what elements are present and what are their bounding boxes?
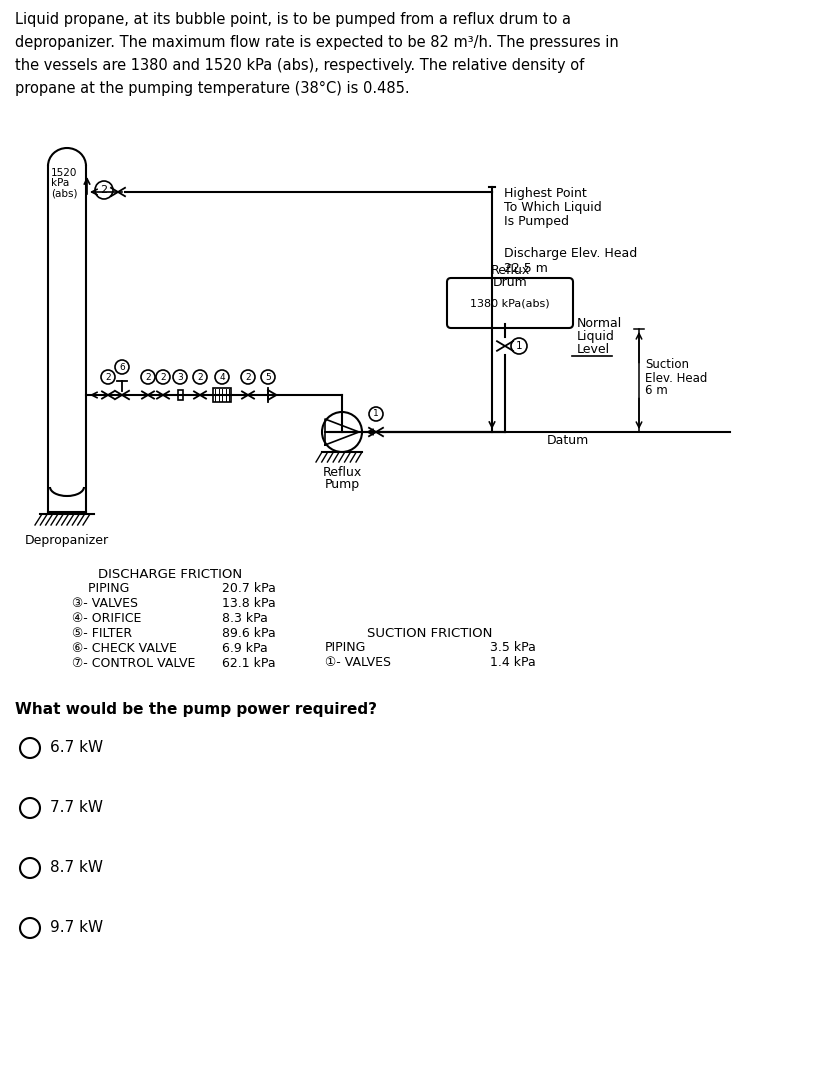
- Text: 9.7 kW: 9.7 kW: [50, 920, 103, 935]
- Text: PIPING: PIPING: [72, 582, 130, 595]
- Text: 1.4 kPa: 1.4 kPa: [490, 656, 536, 669]
- Text: Reflux: Reflux: [490, 264, 530, 277]
- Text: the vessels are 1380 and 1520 kPa (abs), respectively. The relative density of: the vessels are 1380 and 1520 kPa (abs),…: [15, 58, 584, 73]
- Text: 1: 1: [373, 410, 379, 418]
- Text: 2: 2: [105, 372, 111, 382]
- Text: Suction: Suction: [645, 358, 689, 371]
- Text: 1: 1: [516, 341, 522, 351]
- Text: propane at the pumping temperature (38°C) is 0.485.: propane at the pumping temperature (38°C…: [15, 81, 410, 96]
- Text: ①- VALVES: ①- VALVES: [325, 656, 391, 669]
- Text: ⑦- CONTROL VALVE: ⑦- CONTROL VALVE: [72, 657, 195, 670]
- Text: Reflux: Reflux: [322, 467, 361, 479]
- Text: Liquid: Liquid: [577, 330, 615, 343]
- Text: Level: Level: [577, 343, 610, 356]
- Text: 8.3 kPa: 8.3 kPa: [222, 612, 268, 625]
- Text: 2: 2: [100, 185, 108, 195]
- Text: ⑤- FILTER: ⑤- FILTER: [72, 627, 132, 640]
- Text: What would be the pump power required?: What would be the pump power required?: [15, 702, 377, 717]
- Text: Is Pumped: Is Pumped: [504, 215, 569, 228]
- Text: Normal: Normal: [577, 317, 623, 330]
- Text: 6.9 kPa: 6.9 kPa: [222, 642, 268, 655]
- Text: 1380 kPa(abs): 1380 kPa(abs): [470, 299, 550, 308]
- Text: Discharge Elev. Head: Discharge Elev. Head: [504, 247, 637, 260]
- Text: 2: 2: [145, 372, 151, 382]
- Bar: [213, 388, 231, 402]
- Text: SUCTION FRICTION: SUCTION FRICTION: [367, 627, 493, 640]
- Text: 7.7 kW: 7.7 kW: [50, 800, 103, 815]
- Text: 2: 2: [197, 372, 203, 382]
- Text: Drum: Drum: [493, 276, 527, 289]
- Text: 62.1 kPa: 62.1 kPa: [222, 657, 276, 670]
- Text: 6.7 kW: 6.7 kW: [50, 740, 103, 755]
- Text: 22.5 m: 22.5 m: [504, 262, 548, 275]
- Text: ③- VALVES: ③- VALVES: [72, 597, 138, 610]
- Text: 4: 4: [220, 372, 225, 382]
- Text: DISCHARGE FRICTION: DISCHARGE FRICTION: [98, 568, 242, 581]
- Text: 20.7 kPa: 20.7 kPa: [222, 582, 276, 595]
- Text: 3.5 kPa: 3.5 kPa: [490, 641, 536, 654]
- Text: Depropanizer: Depropanizer: [25, 534, 109, 547]
- Text: 5: 5: [265, 372, 271, 382]
- Text: 13.8 kPa: 13.8 kPa: [222, 597, 276, 610]
- Text: Pump: Pump: [325, 478, 360, 491]
- Text: depropanizer. The maximum flow rate is expected to be 82 m³/h. The pressures in: depropanizer. The maximum flow rate is e…: [15, 35, 619, 50]
- Text: Liquid propane, at its bubble point, is to be pumped from a reflux drum to a: Liquid propane, at its bubble point, is …: [15, 12, 571, 27]
- Text: kPa: kPa: [51, 178, 69, 188]
- Text: Elev. Head: Elev. Head: [645, 371, 707, 384]
- Text: 2: 2: [160, 372, 166, 382]
- Text: 6: 6: [119, 363, 125, 371]
- Text: PIPING: PIPING: [325, 641, 366, 654]
- Text: Highest Point: Highest Point: [504, 187, 587, 200]
- Text: 3: 3: [177, 372, 183, 382]
- Text: 8.7 kW: 8.7 kW: [50, 860, 103, 875]
- Text: ④- ORIFICE: ④- ORIFICE: [72, 612, 141, 625]
- Text: 2: 2: [245, 372, 251, 382]
- FancyBboxPatch shape: [447, 278, 573, 328]
- Text: 6 m: 6 m: [645, 384, 667, 397]
- Text: Datum: Datum: [547, 434, 588, 447]
- Text: ⑥- CHECK VALVE: ⑥- CHECK VALVE: [72, 642, 177, 655]
- Text: (abs): (abs): [51, 188, 78, 198]
- Text: To Which Liquid: To Which Liquid: [504, 201, 601, 214]
- Text: 89.6 kPa: 89.6 kPa: [222, 627, 276, 640]
- Bar: [178, 389, 183, 400]
- Text: 1520: 1520: [51, 168, 78, 178]
